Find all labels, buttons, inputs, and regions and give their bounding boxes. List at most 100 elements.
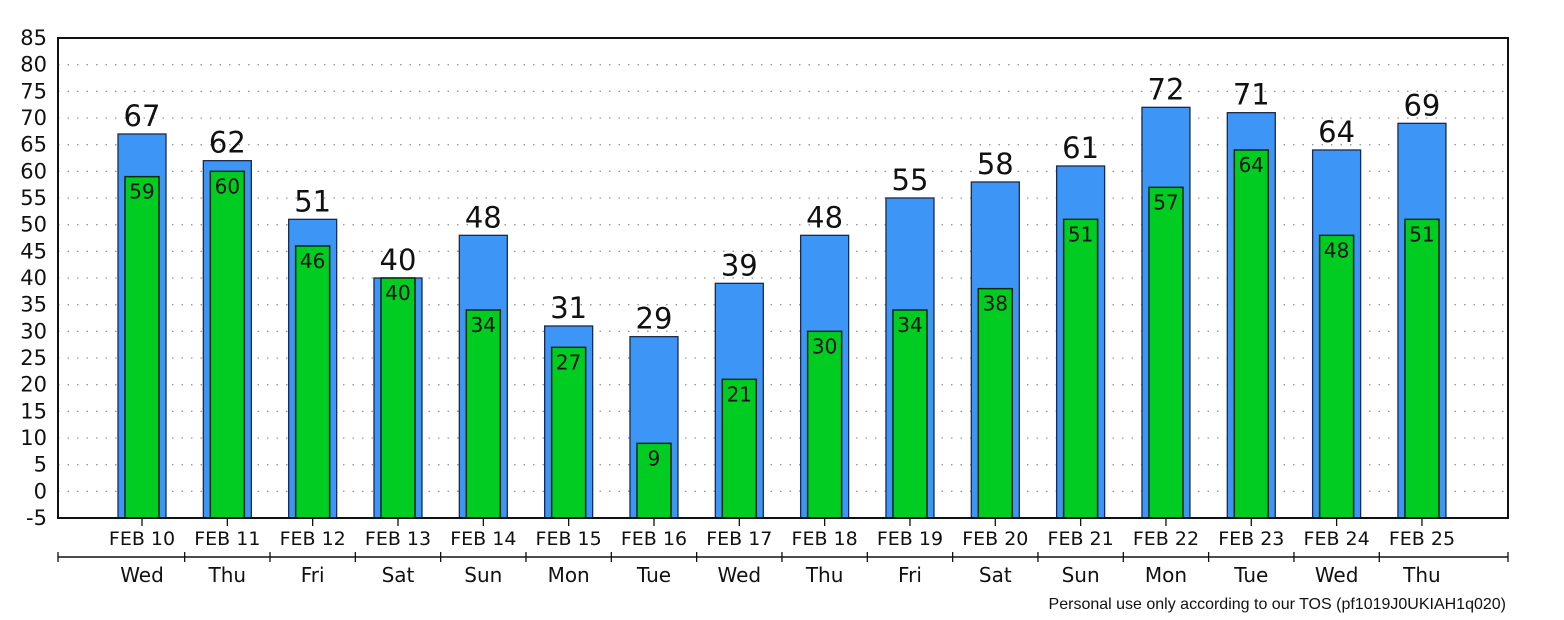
y-tick-label: 70 (20, 106, 47, 130)
y-tick-label: 40 (20, 266, 47, 290)
y-tick-label: 0 (34, 479, 47, 503)
y-tick-label: 35 (20, 293, 47, 317)
day-label: Sun (464, 563, 502, 587)
low-bar (721, 378, 758, 519)
day-label: Tue (1233, 563, 1268, 587)
day-label: Fri (898, 563, 922, 587)
low-value-label: 34 (471, 313, 496, 337)
y-tick-label: 10 (20, 426, 47, 450)
day-label: Wed (1315, 563, 1359, 587)
date-label: FEB 15 (536, 528, 602, 550)
high-value-label: 31 (550, 291, 587, 325)
date-label: FEB 22 (1133, 528, 1199, 550)
day-label: Mon (1145, 563, 1187, 587)
day-label: Thu (1402, 563, 1441, 587)
low-bar (124, 175, 160, 519)
high-value-label: 61 (1062, 131, 1099, 165)
low-bar (977, 287, 1014, 519)
high-value-label: 62 (209, 126, 246, 160)
low-value-label: 30 (812, 334, 837, 358)
y-tick-label: 75 (20, 79, 47, 103)
high-value-label: 64 (1318, 115, 1355, 149)
low-bar (1318, 234, 1355, 519)
high-value-label: 40 (380, 243, 417, 277)
date-label: FEB 24 (1304, 528, 1370, 550)
y-tick-label: 30 (20, 319, 47, 343)
low-bar (1233, 149, 1270, 519)
y-tick-label: 50 (20, 213, 47, 237)
low-value-label: 60 (215, 174, 240, 198)
low-bar (1404, 218, 1440, 519)
high-value-label: 51 (294, 184, 331, 218)
date-label: FEB 17 (706, 528, 772, 550)
low-value-label: 64 (1239, 153, 1264, 177)
date-label: FEB 11 (194, 528, 260, 550)
date-label: FEB 10 (109, 528, 175, 550)
day-label: Fri (301, 563, 325, 587)
date-label: FEB 18 (792, 528, 858, 550)
high-value-label: 67 (124, 99, 161, 133)
low-bar (380, 277, 416, 519)
y-tick-label: -5 (26, 506, 47, 530)
day-label: Mon (548, 563, 590, 587)
date-label: FEB 25 (1389, 528, 1455, 550)
date-label: FEB 21 (1048, 528, 1114, 550)
low-value-label: 21 (727, 382, 752, 406)
y-tick-label: 55 (20, 186, 47, 210)
day-label: Thu (805, 563, 844, 587)
y-tick-label: 85 (20, 26, 47, 50)
y-tick-label: 60 (20, 159, 47, 183)
high-value-label: 48 (465, 200, 502, 234)
low-bar (209, 170, 246, 519)
day-label: Tue (636, 563, 671, 587)
y-tick-label: 45 (20, 239, 47, 263)
high-value-label: 69 (1403, 88, 1440, 122)
low-value-label: 40 (385, 281, 410, 305)
low-value-label: 38 (983, 292, 1008, 316)
date-label: FEB 13 (365, 528, 431, 550)
low-value-label: 57 (1153, 190, 1178, 214)
high-value-label: 72 (1148, 72, 1185, 106)
y-tick-label: 15 (20, 399, 47, 423)
high-value-label: 39 (721, 248, 758, 282)
low-bar (294, 245, 331, 519)
y-tick-label: 65 (20, 133, 47, 157)
high-value-label: 48 (806, 200, 843, 234)
day-label: Thu (208, 563, 247, 587)
date-label: FEB 12 (280, 528, 346, 550)
plot-frame (57, 37, 1509, 519)
date-label: FEB 14 (450, 528, 516, 550)
y-tick-label: 25 (20, 346, 47, 370)
low-value-label: 51 (1409, 222, 1434, 246)
date-label: FEB 20 (962, 528, 1028, 550)
low-bar (1062, 218, 1099, 519)
day-label: Sun (1062, 563, 1100, 587)
y-tick-label: 80 (20, 53, 47, 77)
day-label: Wed (120, 563, 164, 587)
low-value-label: 51 (1068, 222, 1093, 246)
footer-note: Personal use only according to our TOS (… (1048, 596, 1506, 613)
high-value-label: 55 (892, 163, 929, 197)
high-value-label: 29 (636, 302, 673, 336)
y-tick-label: 5 (34, 453, 47, 477)
date-label: FEB 19 (877, 528, 943, 550)
date-label: FEB 23 (1218, 528, 1284, 550)
date-label: FEB 16 (621, 528, 687, 550)
y-tick-label: 20 (20, 373, 47, 397)
day-label: Wed (718, 563, 762, 587)
low-value-label: 46 (300, 249, 325, 273)
low-bar (465, 309, 502, 519)
high-value-label: 58 (977, 147, 1014, 181)
high-value-label: 71 (1233, 78, 1270, 112)
low-bar (892, 309, 928, 519)
day-label: Sat (979, 563, 1012, 587)
low-bar (1148, 186, 1184, 519)
low-bar (806, 330, 843, 519)
low-value-label: 34 (897, 313, 922, 337)
day-label: Sat (382, 563, 415, 587)
low-value-label: 59 (129, 180, 154, 204)
low-value-label: 27 (556, 350, 581, 374)
low-value-label: 9 (648, 446, 661, 470)
low-value-label: 48 (1324, 238, 1349, 262)
